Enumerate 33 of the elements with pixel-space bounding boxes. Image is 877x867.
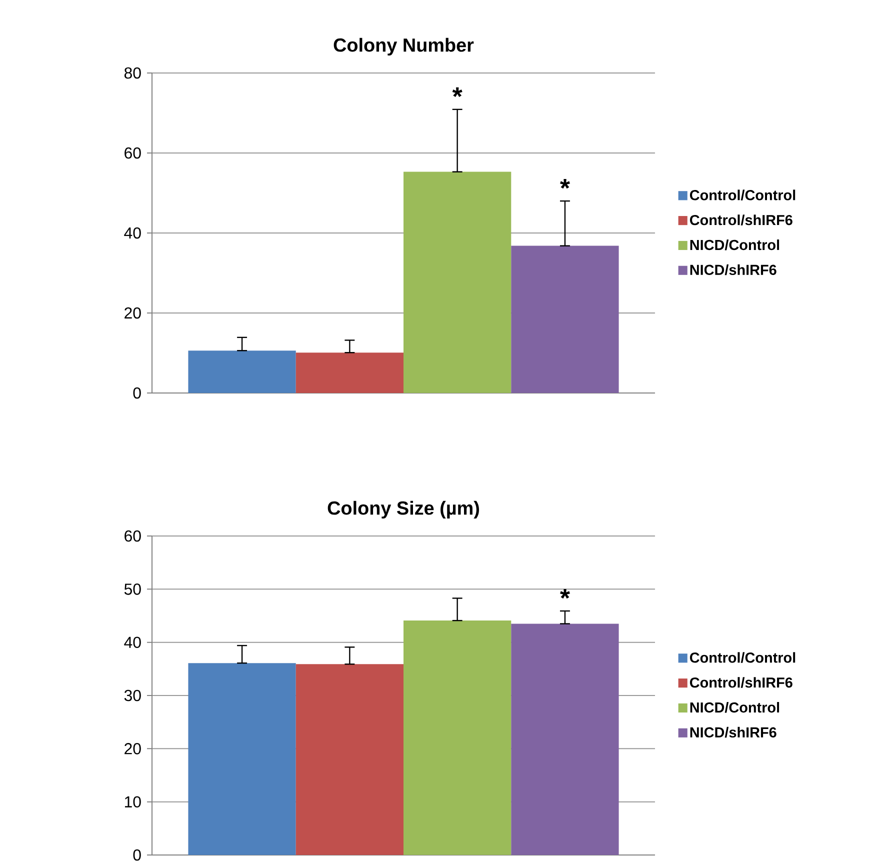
data-label: * — [560, 178, 570, 189]
y-tick-label: 50 — [124, 584, 141, 595]
legend-label: Control/Control — [690, 652, 796, 663]
bar — [296, 352, 404, 394]
y-tick-label: 30 — [124, 690, 141, 702]
chart-title: Colony Number — [334, 38, 474, 56]
legend-label: NICD/shIRF6 — [690, 264, 776, 276]
y-tick-label: 20 — [124, 743, 141, 754]
legend-label: NICD/Control — [690, 702, 780, 713]
legend-label: NICD/shIRF6 — [690, 726, 776, 738]
bar — [188, 663, 296, 856]
legend-label: Control/Control — [690, 190, 796, 200]
legend-label: NICD/Control — [690, 239, 780, 250]
legend-label: Control/shIRF6 — [690, 214, 792, 226]
data-label: * — [560, 588, 570, 599]
data-label: * — [452, 87, 462, 98]
y-tick-label: 0 — [133, 387, 141, 399]
y-tick-label: 0 — [133, 849, 141, 861]
y-tick-label: 60 — [124, 147, 141, 159]
y-tick-label: 40 — [124, 636, 141, 648]
y-tick-label: 60 — [124, 530, 141, 542]
bar — [188, 350, 296, 394]
bar — [511, 624, 619, 856]
bar — [296, 664, 404, 856]
chart-title: Colony Size (µm) — [328, 500, 479, 519]
bar — [404, 172, 512, 394]
legend-label: Control/shIRF6 — [690, 677, 792, 688]
y-tick-label: 80 — [124, 67, 141, 79]
y-tick-label: 20 — [124, 307, 141, 319]
bar — [511, 246, 619, 394]
y-tick-label: 40 — [124, 227, 141, 239]
bar — [404, 620, 512, 856]
y-tick-label: 10 — [124, 796, 141, 808]
